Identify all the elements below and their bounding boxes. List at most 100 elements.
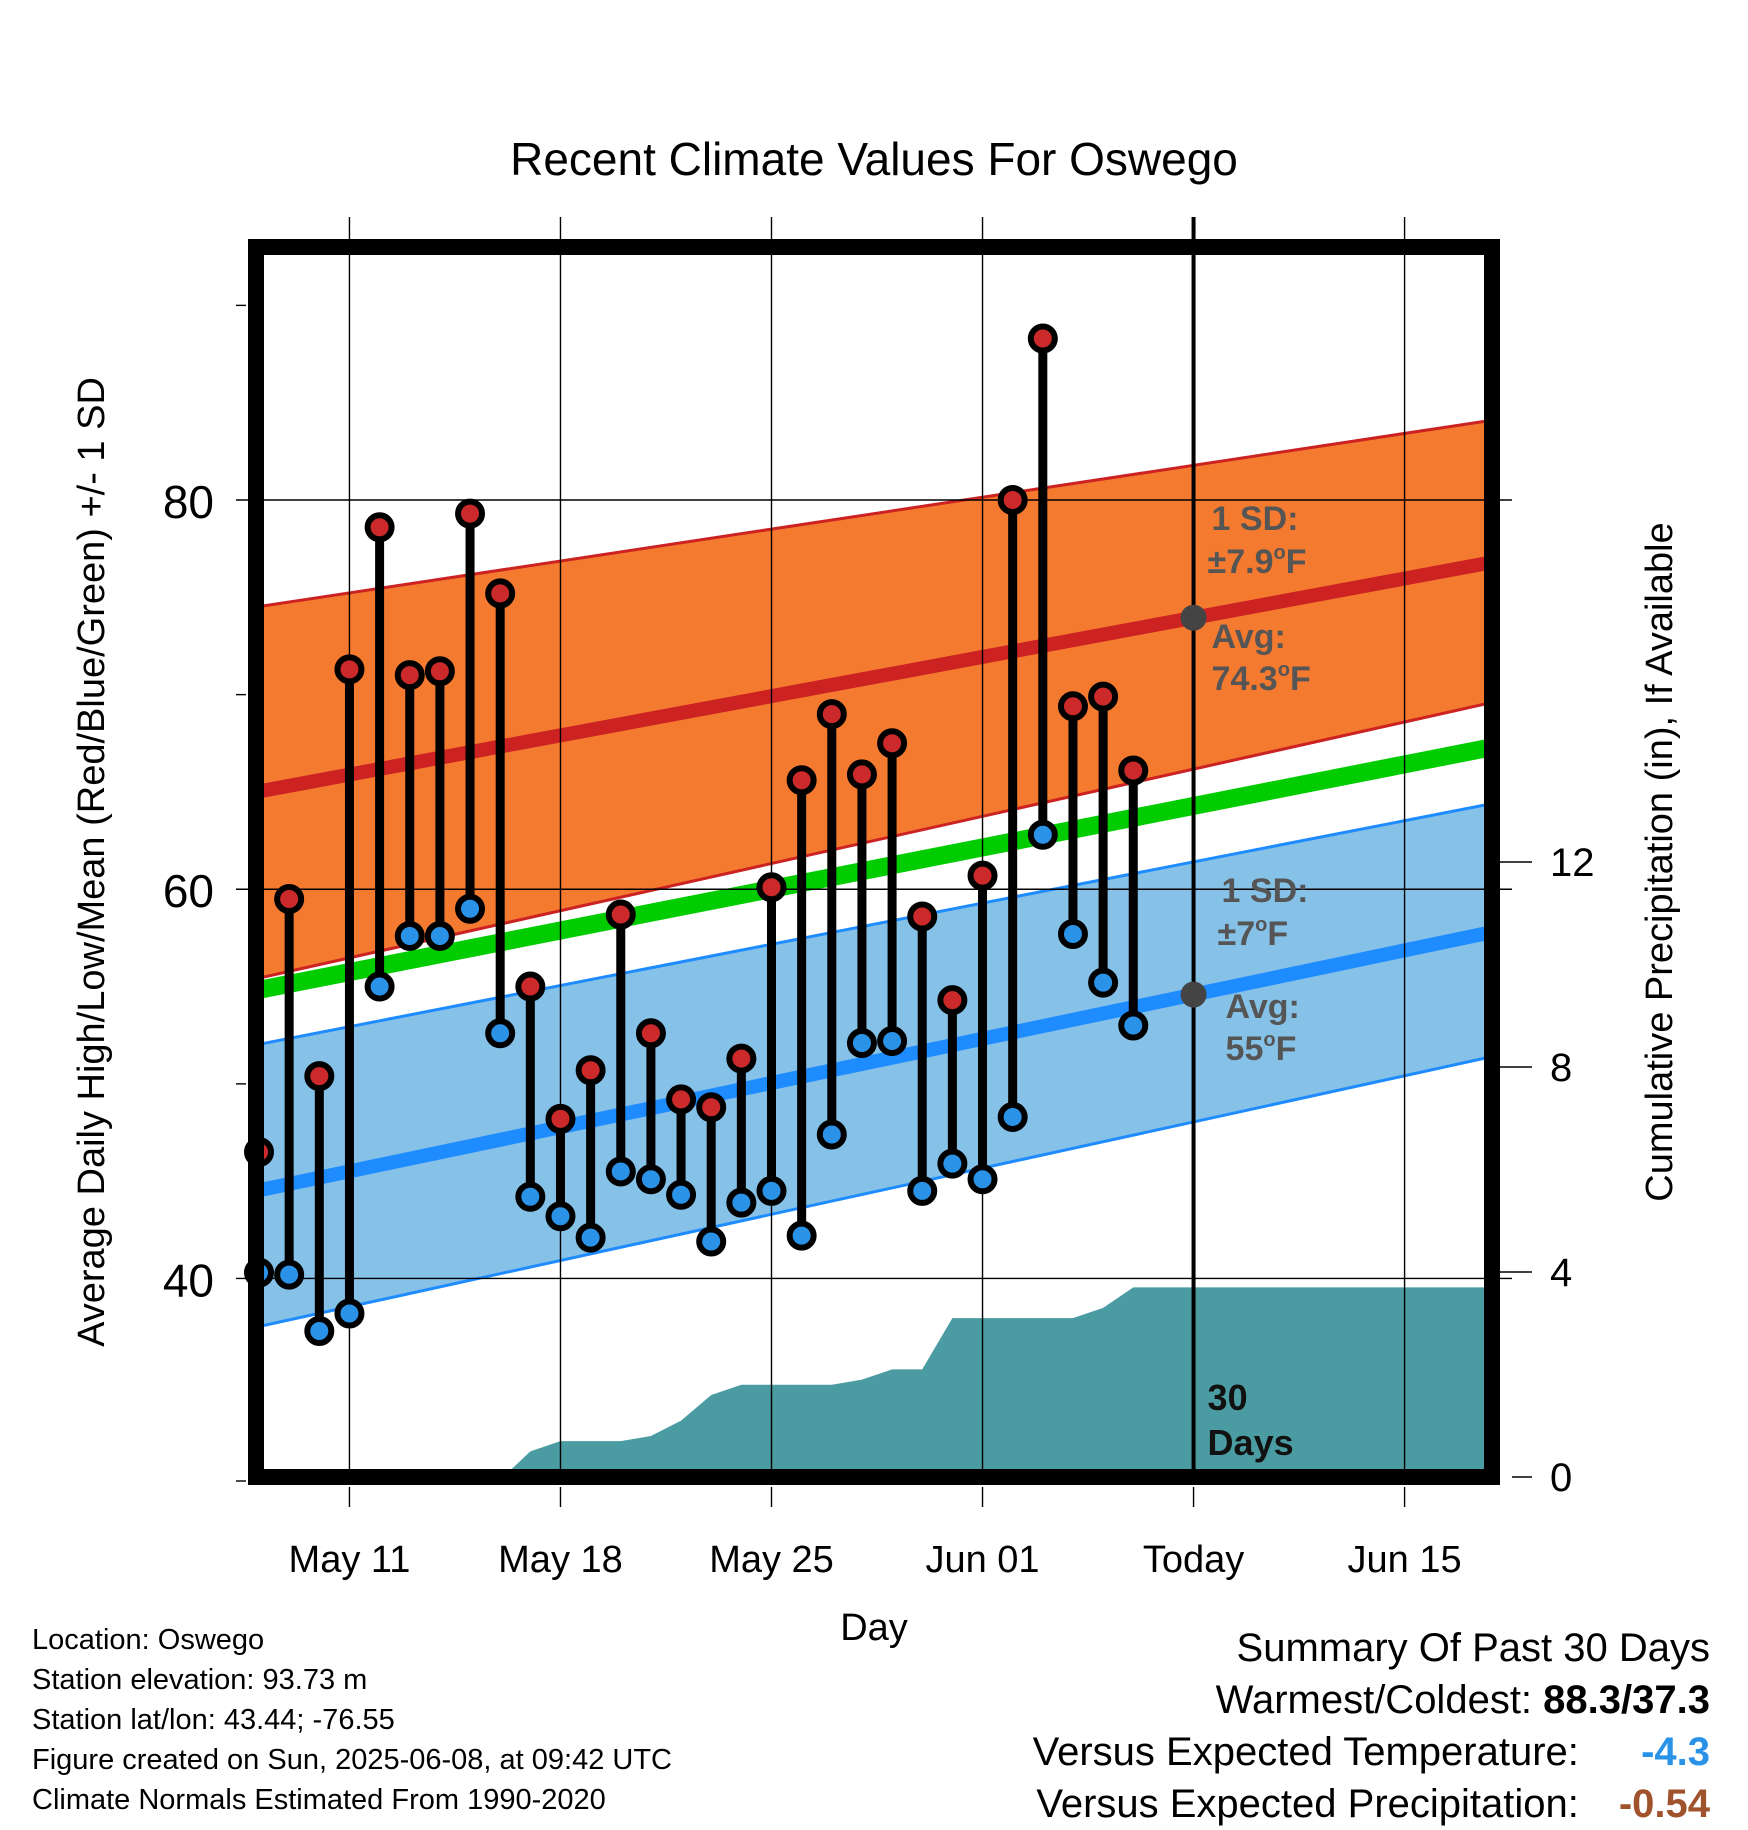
low-avg-label: Avg: <box>1226 988 1300 1026</box>
high-point-9 <box>515 971 546 1002</box>
low-point-24 <box>967 1164 998 1195</box>
normal-bands <box>256 418 1492 1329</box>
high-point-8 <box>485 578 516 609</box>
temp-row: Versus Expected Temperature: -4.3 <box>1033 1726 1710 1778</box>
days-label-2: Days <box>1208 1422 1294 1463</box>
high-point-10 <box>545 1103 576 1134</box>
daily-points <box>244 323 1149 1347</box>
high-avg-label: Avg: <box>1212 618 1286 656</box>
low-point-17 <box>756 1175 787 1206</box>
warm-cold-row: Warmest/Coldest: 88.3/37.3 <box>1033 1674 1710 1726</box>
summary-panel: Summary Of Past 30 Days Warmest/Coldest:… <box>1033 1622 1710 1830</box>
low-point-20 <box>846 1027 877 1058</box>
high-point-14 <box>666 1084 697 1115</box>
low-point-26 <box>1027 819 1058 850</box>
low-point-9 <box>515 1181 546 1212</box>
summary-title: Summary Of Past 30 Days <box>1236 1626 1710 1670</box>
low-point-11 <box>575 1222 606 1253</box>
low-point-21 <box>877 1026 908 1057</box>
high-point-1 <box>274 883 305 914</box>
precipitation-area <box>259 1287 1492 1477</box>
low-avg-line <box>256 925 1492 1198</box>
y-axis-label: Average Daily High/Low/Mean (Red/Blue/Gr… <box>71 377 113 1347</box>
high-sd-band-lower-edge <box>256 700 1492 981</box>
low-point-15 <box>696 1226 727 1257</box>
high-sd-value: ±7.9oF <box>1208 542 1307 581</box>
latlon-text: Station lat/lon: 43.44; -76.55 <box>32 1704 395 1736</box>
x-tick-label-2: May 25 <box>709 1539 834 1581</box>
x-tick-label-0: May 11 <box>289 1539 411 1581</box>
low-point-1 <box>274 1259 305 1290</box>
high-sd-label: 1 SD: <box>1212 500 1299 538</box>
high-point-27 <box>1057 691 1088 722</box>
low-point-16 <box>726 1187 757 1218</box>
x-axis-label: Day <box>840 1607 908 1649</box>
high-avg-line <box>256 555 1492 799</box>
daily-range-stems <box>254 338 1138 1332</box>
location-text: Location: Oswego <box>32 1624 265 1656</box>
high-point-18 <box>786 765 817 796</box>
precip-label: Versus Expected Precipitation: <box>1036 1782 1579 1826</box>
precip-cumulative-area <box>259 1287 1492 1477</box>
x-tick-label-4: Today <box>1143 1539 1244 1581</box>
station-info: Location: Oswego Station elevation: 93.7… <box>32 1620 672 1820</box>
warm-cold-label: Warmest/Coldest: <box>1215 1678 1533 1722</box>
high-sd-band <box>256 420 1492 979</box>
warm-cold-value: 88.3/37.3 <box>1543 1678 1710 1722</box>
high-point-28 <box>1088 681 1119 712</box>
mean-avg-line <box>256 738 1492 1000</box>
low-point-28 <box>1088 967 1119 998</box>
created-text: Figure created on Sun, 2025-06-08, at 09… <box>32 1744 672 1776</box>
high-point-19 <box>816 699 847 730</box>
y-tick-label-0: 40 <box>163 1254 214 1306</box>
high-point-21 <box>877 728 908 759</box>
low-sd-label: 1 SD: <box>1222 872 1309 910</box>
high-point-11 <box>575 1055 606 1086</box>
plot-border <box>248 239 1500 1485</box>
low-sd-band-lower-edge <box>256 1055 1492 1329</box>
chart-title: Recent Climate Values For Oswego <box>510 133 1238 185</box>
high-point-4 <box>364 512 395 543</box>
high-point-23 <box>937 985 968 1016</box>
low-point-18 <box>786 1220 817 1251</box>
x-tick-label-1: May 18 <box>498 1539 623 1581</box>
high-point-6 <box>424 656 455 687</box>
y-tick-label-2: 80 <box>163 476 214 528</box>
low-point-29 <box>1118 1010 1149 1041</box>
high-point-17 <box>756 872 787 903</box>
temp-value: -4.3 <box>1641 1730 1710 1774</box>
low-point-14 <box>666 1179 697 1210</box>
low-point-25 <box>997 1101 1028 1132</box>
low-point-8 <box>485 1018 516 1049</box>
y2-tick-label-0: 0 <box>1550 1456 1572 1500</box>
high-point-25 <box>997 485 1028 516</box>
low-point-22 <box>907 1175 938 1206</box>
low-point-4 <box>364 971 395 1002</box>
temp-label: Versus Expected Temperature: <box>1032 1730 1579 1774</box>
low-point-7 <box>455 893 486 924</box>
precip-row: Versus Expected Precipitation: -0.54 <box>1033 1778 1710 1830</box>
low-point-27 <box>1057 919 1088 950</box>
low-sd-value: ±7oF <box>1218 914 1289 953</box>
low-avg-value: 55oF <box>1226 1029 1297 1068</box>
high-point-5 <box>394 660 425 691</box>
low-point-5 <box>394 920 425 951</box>
today-low-avg-marker <box>1180 981 1207 1008</box>
high-sd-band-upper-edge <box>256 418 1492 609</box>
plot-frame <box>248 239 1500 1485</box>
today-high-avg-marker <box>1180 604 1207 631</box>
low-point-2 <box>304 1316 335 1347</box>
high-point-24 <box>967 860 998 891</box>
high-point-13 <box>635 1018 666 1049</box>
days-label-1: 30 <box>1208 1377 1248 1418</box>
low-point-12 <box>605 1156 636 1187</box>
normals-text: Climate Normals Estimated From 1990-2020 <box>32 1784 606 1816</box>
high-point-20 <box>846 759 877 790</box>
low-point-10 <box>545 1201 576 1232</box>
low-sd-band-upper-edge <box>256 802 1492 1047</box>
y2-tick-label-2: 8 <box>1550 1046 1572 1090</box>
low-point-13 <box>635 1164 666 1195</box>
y2-tick-label-1: 4 <box>1550 1251 1572 1295</box>
